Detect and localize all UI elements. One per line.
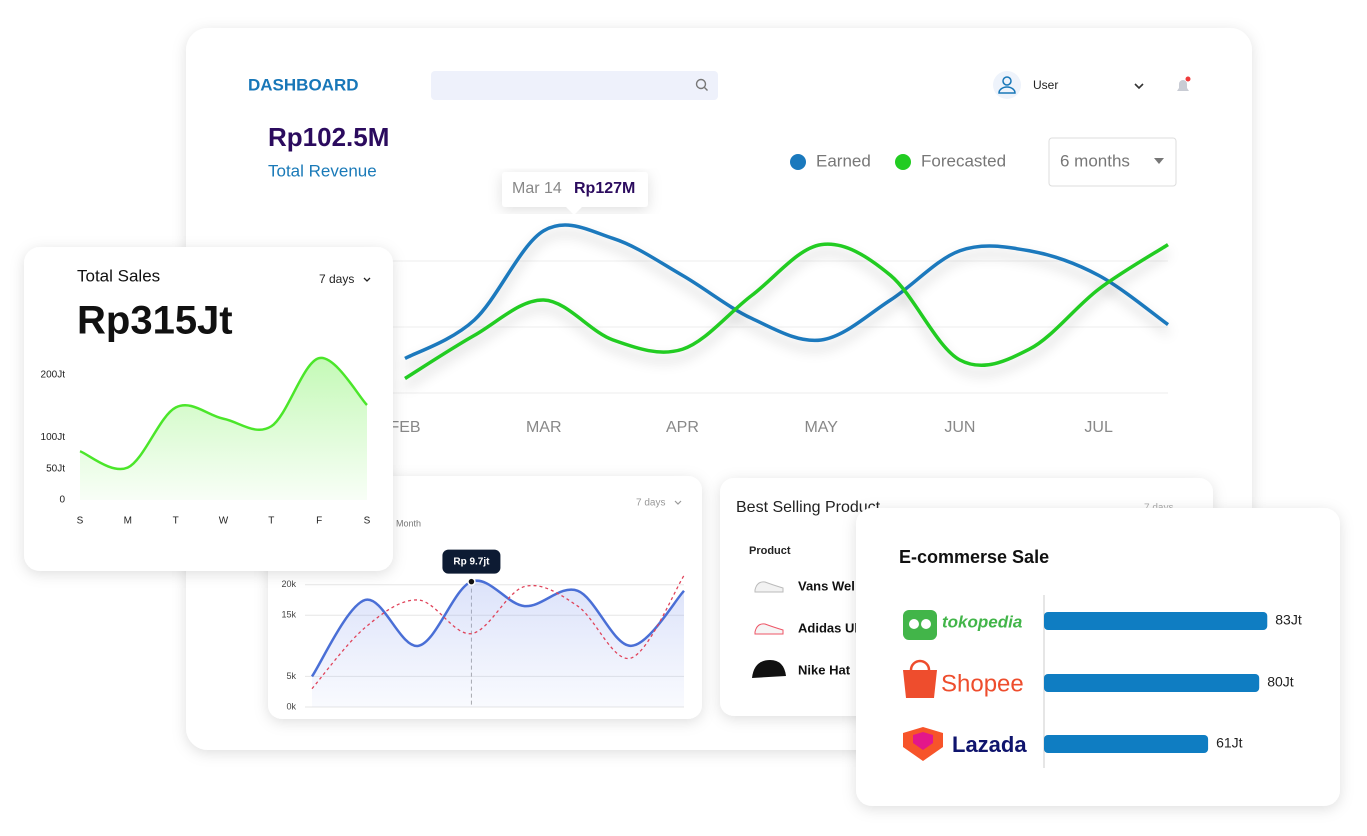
value-label: 80Jt: [1267, 674, 1294, 690]
value-label: 83Jt: [1275, 612, 1302, 628]
line: [79, 356, 368, 471]
period-label[interactable]: 6 months: [1060, 151, 1130, 170]
dropdown-arrow[interactable]: [1154, 158, 1164, 164]
y-tick-label: 200Jt: [41, 370, 66, 381]
user-icon: [1002, 76, 1012, 86]
x-tick-label: APR: [666, 419, 699, 436]
y-tick-label: 0: [59, 495, 65, 506]
x-tick-label: S: [364, 516, 371, 527]
platform-name: tokopedia: [942, 612, 1022, 631]
period-dropdown[interactable]: [1048, 137, 1177, 187]
legend-label: Month: [396, 518, 421, 528]
tokopedia-logo: [909, 619, 919, 629]
tooltip: [502, 172, 648, 207]
value-label: 61Jt: [1216, 735, 1243, 751]
dropdown-chevron[interactable]: [363, 277, 371, 282]
y-tick-label: 15k: [281, 610, 296, 620]
x-tick-label: FEB: [389, 419, 420, 436]
legend-marker: [895, 154, 911, 170]
card-title: Best Selling Product: [736, 499, 881, 516]
period-label[interactable]: 7 days: [319, 272, 354, 286]
dropdown-chevron[interactable]: [674, 500, 682, 505]
period-label[interactable]: 7 days: [636, 498, 665, 509]
revenue-total: Rp102.5M: [268, 122, 389, 152]
line: [310, 579, 685, 678]
x-tick-label: F: [316, 516, 322, 527]
product-icon: [754, 581, 784, 593]
x-tick-label: JUL: [1084, 419, 1113, 436]
sales-total: Rp315Jt: [77, 299, 233, 343]
x-tick-label: T: [268, 516, 274, 527]
x-tick-label: M: [124, 516, 132, 527]
platform-name: Lazada: [952, 732, 1027, 757]
x-tick-label: MAR: [526, 419, 562, 436]
search-icon[interactable]: [704, 87, 708, 91]
bar: [1044, 735, 1209, 753]
shopee-logo: [903, 670, 937, 698]
line: [404, 242, 1169, 380]
column-header: Product: [749, 545, 791, 557]
shopee-logo: [909, 659, 931, 671]
product-name: Vans Wel: [798, 578, 855, 593]
product-icon: [752, 660, 786, 678]
x-tick-label: S: [77, 516, 84, 527]
user-name[interactable]: User: [1033, 78, 1058, 92]
card-title: Total Sales: [77, 266, 160, 285]
revenue-label: Total Revenue: [268, 161, 377, 180]
tokopedia-logo: [903, 610, 937, 640]
x-tick-label: JUN: [944, 419, 975, 436]
notification-dot: [1185, 76, 1191, 82]
tooltip-date: Mar 14: [512, 180, 562, 197]
sales-card: Total Sales 7 days Rp315Jt 0 50Jt 100Jt 200…: [24, 247, 393, 571]
area: [312, 580, 684, 707]
y-tick-label: 50Jt: [46, 463, 65, 474]
lazada-logo: [913, 732, 933, 750]
bell-icon[interactable]: [1177, 80, 1189, 91]
x-tick-label: T: [173, 516, 179, 527]
y-tick-label: 100Jt: [41, 432, 66, 443]
y-tick-label: 20k: [281, 579, 296, 589]
x-tick-label: W: [219, 516, 229, 527]
user-icon: [998, 86, 1016, 94]
y-tick-label: 5k: [286, 671, 296, 681]
tokopedia-logo: [921, 619, 931, 629]
search-bar[interactable]: [431, 71, 718, 100]
legend-label: Forecasted: [921, 151, 1006, 170]
product-name: Adidas Ul: [798, 620, 858, 635]
line: [404, 223, 1170, 361]
tooltip-value: Rp127M: [574, 180, 635, 197]
bar: [1044, 674, 1260, 692]
platform-name: Shopee: [941, 670, 1024, 697]
app-title: DASHBOARD: [248, 75, 359, 94]
area: [80, 357, 367, 500]
tooltip-pointer: [566, 207, 582, 215]
user-menu-chevron[interactable]: [1134, 83, 1144, 90]
x-tick-label: MAY: [804, 419, 838, 436]
line: [311, 575, 685, 690]
card: [856, 508, 1340, 806]
legend-label: Earned: [816, 151, 871, 170]
point: [467, 577, 476, 586]
card-title: E-commerse Sale: [899, 547, 1049, 567]
tooltip: [442, 549, 501, 574]
tooltip-value: Rp 9.7jt: [453, 556, 490, 567]
product-name: Nike Hat: [798, 662, 851, 677]
y-tick-label: 0k: [286, 701, 296, 711]
bar: [1044, 612, 1268, 630]
search-icon[interactable]: [695, 78, 707, 90]
ecommerce-card: E-commerse Sale tokopedia 83Jt Shopee 80Jt L…: [856, 508, 1340, 806]
revenue-chart: FEB MAR APR MAY JUN JUL Earned Forecasted: [389, 151, 1170, 436]
product-icon: [754, 623, 784, 635]
legend-marker: [790, 154, 806, 170]
